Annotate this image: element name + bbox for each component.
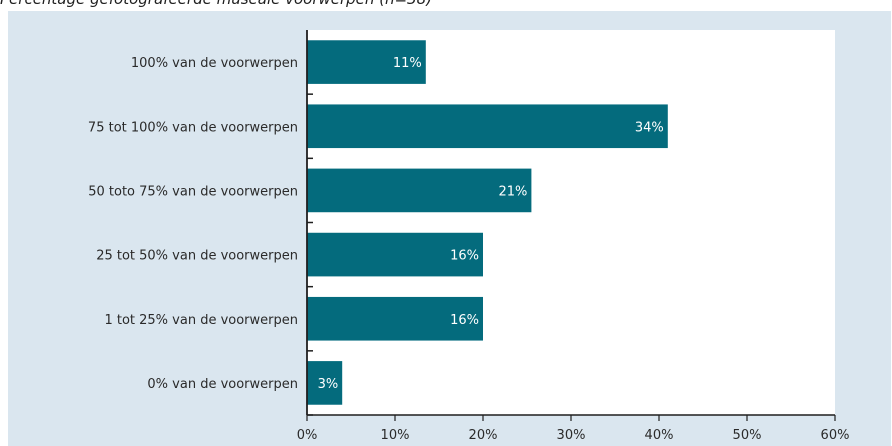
category-label: 25 tot 50% van de voorwerpen bbox=[96, 249, 298, 264]
x-tick-label: 20% bbox=[469, 428, 498, 443]
category-label: 50 toto 75% van de voorwerpen bbox=[88, 184, 298, 199]
data-label: 3% bbox=[318, 377, 339, 392]
x-tick-label: 30% bbox=[557, 428, 586, 443]
category-label: 1 tot 25% van de voorwerpen bbox=[104, 313, 298, 328]
x-tick-label: 50% bbox=[733, 428, 762, 443]
data-label: 16% bbox=[450, 313, 479, 328]
x-tick-label: 40% bbox=[645, 428, 674, 443]
chart-caption: Percentage gefotografeerde museale voorw… bbox=[0, 0, 432, 8]
chart-panel: 11% 100% van de voorwerpen 34% 75 tot 100% … bbox=[8, 11, 891, 446]
x-tick-label: 60% bbox=[821, 428, 850, 443]
x-tick-label: 10% bbox=[381, 428, 410, 443]
data-label: 16% bbox=[450, 249, 479, 264]
data-label: 21% bbox=[498, 184, 527, 199]
x-tick-label: 0% bbox=[297, 428, 318, 443]
category-label: 0% van de voorwerpen bbox=[147, 377, 298, 392]
bar bbox=[307, 168, 532, 213]
bar bbox=[307, 104, 668, 149]
bar bbox=[307, 361, 343, 405]
bar-chart: 11% 100% van de voorwerpen 34% 75 tot 100% … bbox=[88, 30, 850, 443]
plot-area bbox=[307, 30, 835, 415]
category-label: 75 tot 100% van de voorwerpen bbox=[88, 120, 298, 135]
data-label: 11% bbox=[393, 56, 422, 71]
bar bbox=[307, 40, 426, 84]
bar bbox=[307, 232, 483, 277]
bar bbox=[307, 296, 483, 341]
category-label: 100% van de voorwerpen bbox=[131, 56, 298, 71]
data-label: 34% bbox=[635, 120, 664, 135]
